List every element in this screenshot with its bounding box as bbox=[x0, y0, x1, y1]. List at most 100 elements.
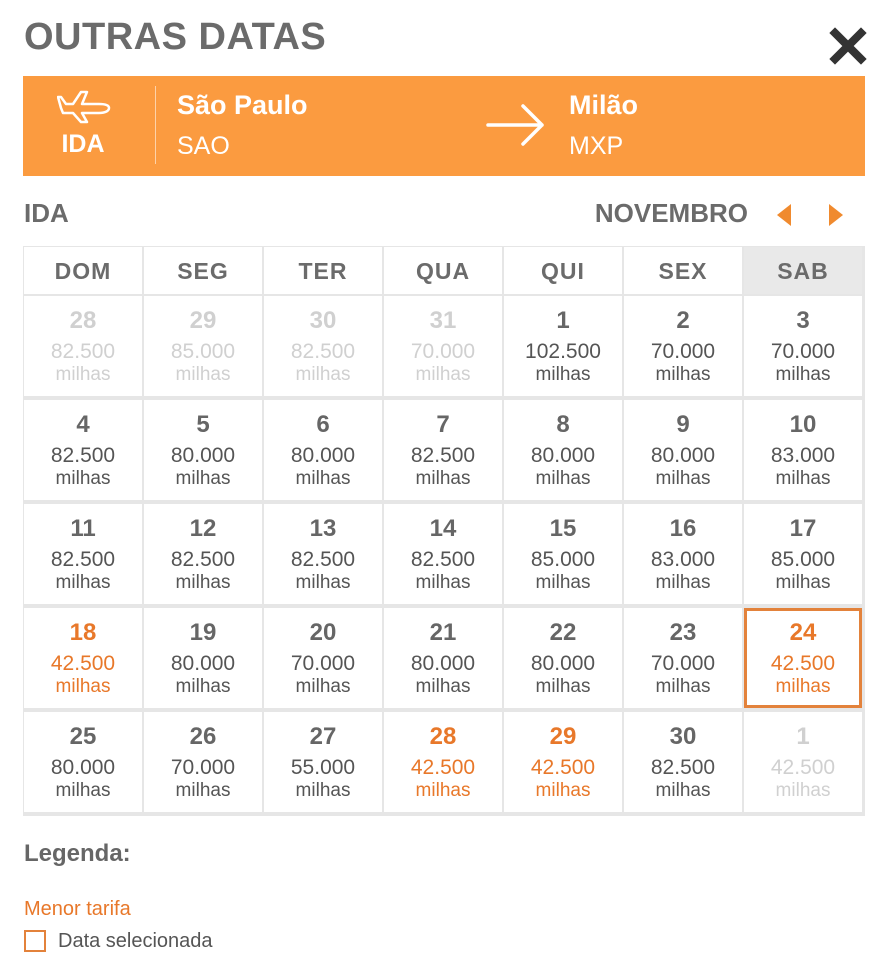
day-cell[interactable]: 3 70.000 milhas bbox=[744, 296, 862, 396]
day-number: 12 bbox=[189, 515, 217, 542]
weekday-header: QUA bbox=[384, 247, 502, 294]
day-cell[interactable]: 22 80.000 milhas bbox=[504, 608, 622, 708]
day-cell[interactable]: 1 102.500 milhas bbox=[504, 296, 622, 396]
weekday-header: SAB bbox=[744, 247, 862, 294]
chevron-left-icon[interactable] bbox=[772, 200, 796, 230]
day-cell[interactable]: 20 70.000 milhas bbox=[264, 608, 382, 708]
day-cell[interactable]: 14 82.500 milhas bbox=[384, 504, 502, 604]
day-cell[interactable]: 18 42.500 milhas bbox=[24, 608, 142, 708]
day-price: 55.000 bbox=[290, 756, 356, 779]
price-unit: milhas bbox=[535, 364, 591, 385]
direction-label: IDA bbox=[61, 130, 105, 158]
day-cell[interactable]: 15 85.000 milhas bbox=[504, 504, 622, 604]
legend-selected-date: Data selecionada bbox=[58, 930, 213, 952]
close-icon[interactable] bbox=[828, 26, 868, 66]
day-number: 5 bbox=[196, 411, 210, 438]
day-number: 24 bbox=[789, 619, 817, 646]
day-cell[interactable]: 2 70.000 milhas bbox=[624, 296, 742, 396]
price-unit: milhas bbox=[175, 676, 231, 697]
day-price: 82.500 bbox=[290, 340, 356, 363]
price-unit: milhas bbox=[775, 468, 831, 489]
day-price: 70.000 bbox=[410, 340, 476, 363]
price-unit: milhas bbox=[175, 468, 231, 489]
price-unit: milhas bbox=[775, 676, 831, 697]
day-cell[interactable]: 29 85.000 milhas bbox=[144, 296, 262, 396]
day-price: 85.000 bbox=[530, 548, 596, 571]
weekday-header: TER bbox=[264, 247, 382, 294]
price-unit: milhas bbox=[535, 572, 591, 593]
day-cell[interactable]: 28 42.500 milhas bbox=[384, 712, 502, 812]
day-number: 10 bbox=[789, 411, 817, 438]
calendar-section-label: IDA bbox=[24, 198, 69, 228]
price-unit: milhas bbox=[55, 572, 111, 593]
day-cell[interactable]: 19 80.000 milhas bbox=[144, 608, 262, 708]
day-price: 42.500 bbox=[770, 756, 836, 779]
direction-block: IDA bbox=[23, 76, 155, 176]
day-cell[interactable]: 17 85.000 milhas bbox=[744, 504, 862, 604]
day-price: 85.000 bbox=[170, 340, 236, 363]
day-number: 23 bbox=[669, 619, 697, 646]
day-cell[interactable]: 28 82.500 milhas bbox=[24, 296, 142, 396]
day-cell[interactable]: 26 70.000 milhas bbox=[144, 712, 262, 812]
price-unit: milhas bbox=[415, 780, 471, 801]
day-number: 26 bbox=[189, 723, 217, 750]
day-cell[interactable]: 27 55.000 milhas bbox=[264, 712, 382, 812]
day-number: 1 bbox=[796, 723, 810, 750]
day-price: 102.500 bbox=[525, 340, 601, 363]
day-cell[interactable]: 31 70.000 milhas bbox=[384, 296, 502, 396]
day-number: 2 bbox=[676, 307, 690, 334]
day-cell[interactable]: 9 80.000 milhas bbox=[624, 400, 742, 500]
price-unit: milhas bbox=[55, 364, 111, 385]
price-unit: milhas bbox=[55, 468, 111, 489]
day-cell[interactable]: 30 82.500 milhas bbox=[264, 296, 382, 396]
weekday-header: DOM bbox=[24, 247, 142, 294]
day-cell[interactable]: 1 42.500 milhas bbox=[744, 712, 862, 812]
price-unit: milhas bbox=[295, 676, 351, 697]
day-cell[interactable]: 13 82.500 milhas bbox=[264, 504, 382, 604]
day-price: 82.500 bbox=[650, 756, 716, 779]
day-price: 70.000 bbox=[650, 340, 716, 363]
day-price: 42.500 bbox=[770, 652, 836, 675]
day-number: 11 bbox=[70, 515, 96, 542]
day-price: 42.500 bbox=[530, 756, 596, 779]
day-number: 17 bbox=[789, 515, 817, 542]
day-cell[interactable]: 30 82.500 milhas bbox=[624, 712, 742, 812]
route-banner: IDA São Paulo SAO Milão MXP bbox=[23, 76, 865, 176]
day-cell[interactable]: 16 83.000 milhas bbox=[624, 504, 742, 604]
day-number: 20 bbox=[309, 619, 337, 646]
chevron-right-icon[interactable] bbox=[824, 200, 848, 230]
price-unit: milhas bbox=[175, 572, 231, 593]
day-cell[interactable]: 6 80.000 milhas bbox=[264, 400, 382, 500]
day-cell[interactable]: 25 80.000 milhas bbox=[24, 712, 142, 812]
day-cell[interactable]: 8 80.000 milhas bbox=[504, 400, 622, 500]
weekday-header: QUI bbox=[504, 247, 622, 294]
day-cell[interactable]: 4 82.500 milhas bbox=[24, 400, 142, 500]
day-price: 82.500 bbox=[290, 548, 356, 571]
destination-city: Milão bbox=[569, 90, 639, 120]
arrow-right-icon bbox=[486, 104, 544, 146]
price-unit: milhas bbox=[535, 780, 591, 801]
day-cell[interactable]: 12 82.500 milhas bbox=[144, 504, 262, 604]
day-cell[interactable]: 23 70.000 milhas bbox=[624, 608, 742, 708]
price-unit: milhas bbox=[55, 780, 111, 801]
day-cell[interactable]: 7 82.500 milhas bbox=[384, 400, 502, 500]
selected-day-cell[interactable]: 24 42.500 milhas bbox=[744, 608, 862, 708]
day-price: 80.000 bbox=[290, 444, 356, 467]
day-cell[interactable]: 29 42.500 milhas bbox=[504, 712, 622, 812]
day-cell[interactable]: 5 80.000 milhas bbox=[144, 400, 262, 500]
day-number: 9 bbox=[676, 411, 690, 438]
day-price: 83.000 bbox=[770, 444, 836, 467]
origin-city: São Paulo bbox=[177, 90, 308, 120]
weekday-header: SEG bbox=[144, 247, 262, 294]
day-cell[interactable]: 10 83.000 milhas bbox=[744, 400, 862, 500]
day-cell[interactable]: 11 82.500 milhas bbox=[24, 504, 142, 604]
weekday-header: SEX bbox=[624, 247, 742, 294]
day-number: 25 bbox=[69, 723, 97, 750]
day-price: 70.000 bbox=[290, 652, 356, 675]
day-number: 28 bbox=[429, 723, 457, 750]
price-unit: milhas bbox=[775, 364, 831, 385]
price-unit: milhas bbox=[295, 780, 351, 801]
day-price: 82.500 bbox=[410, 444, 476, 467]
day-number: 21 bbox=[429, 619, 457, 646]
day-cell[interactable]: 21 80.000 milhas bbox=[384, 608, 502, 708]
